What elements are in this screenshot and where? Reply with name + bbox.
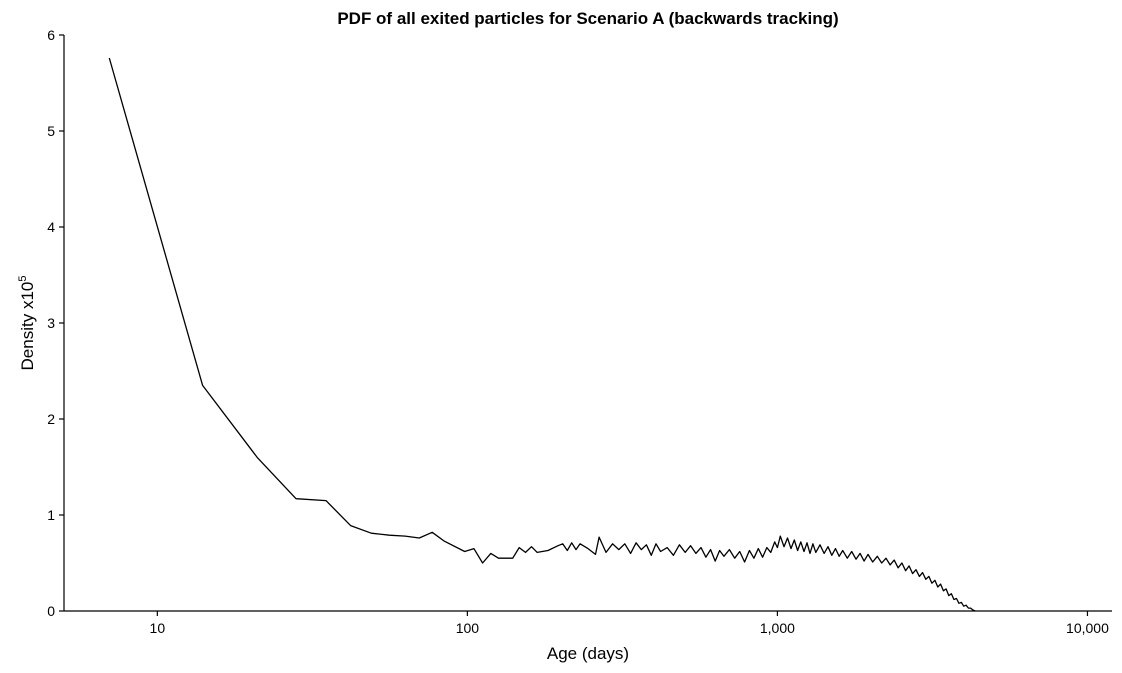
y-tick-label: 6 xyxy=(47,27,55,43)
y-tick-label: 5 xyxy=(47,123,55,139)
x-tick-label: 100 xyxy=(456,620,480,636)
y-tick-label: 3 xyxy=(47,315,55,331)
y-tick-label: 2 xyxy=(47,411,55,427)
x-tick-label: 10,000 xyxy=(1066,620,1109,636)
y-axis-label: Density x105 xyxy=(17,276,37,371)
y-tick-label: 0 xyxy=(47,603,55,619)
density-series-line xyxy=(108,57,976,612)
x-tick-label: 10 xyxy=(150,620,166,636)
series-layer xyxy=(108,57,976,612)
y-axis-ticks: 0 1 2 3 4 5 6 xyxy=(47,27,64,619)
x-axis-ticks: 10 100 1,000 10,000 xyxy=(150,611,1109,636)
chart-title: PDF of all exited particles for Scenario… xyxy=(337,9,838,28)
x-axis-label: Age (days) xyxy=(547,644,629,663)
y-axis-label-text: Density x10 xyxy=(18,282,37,371)
x-tick-label: 1,000 xyxy=(760,620,795,636)
y-axis-label-exponent: 5 xyxy=(17,276,29,282)
y-tick-label: 4 xyxy=(47,219,55,235)
y-tick-label: 1 xyxy=(47,507,55,523)
